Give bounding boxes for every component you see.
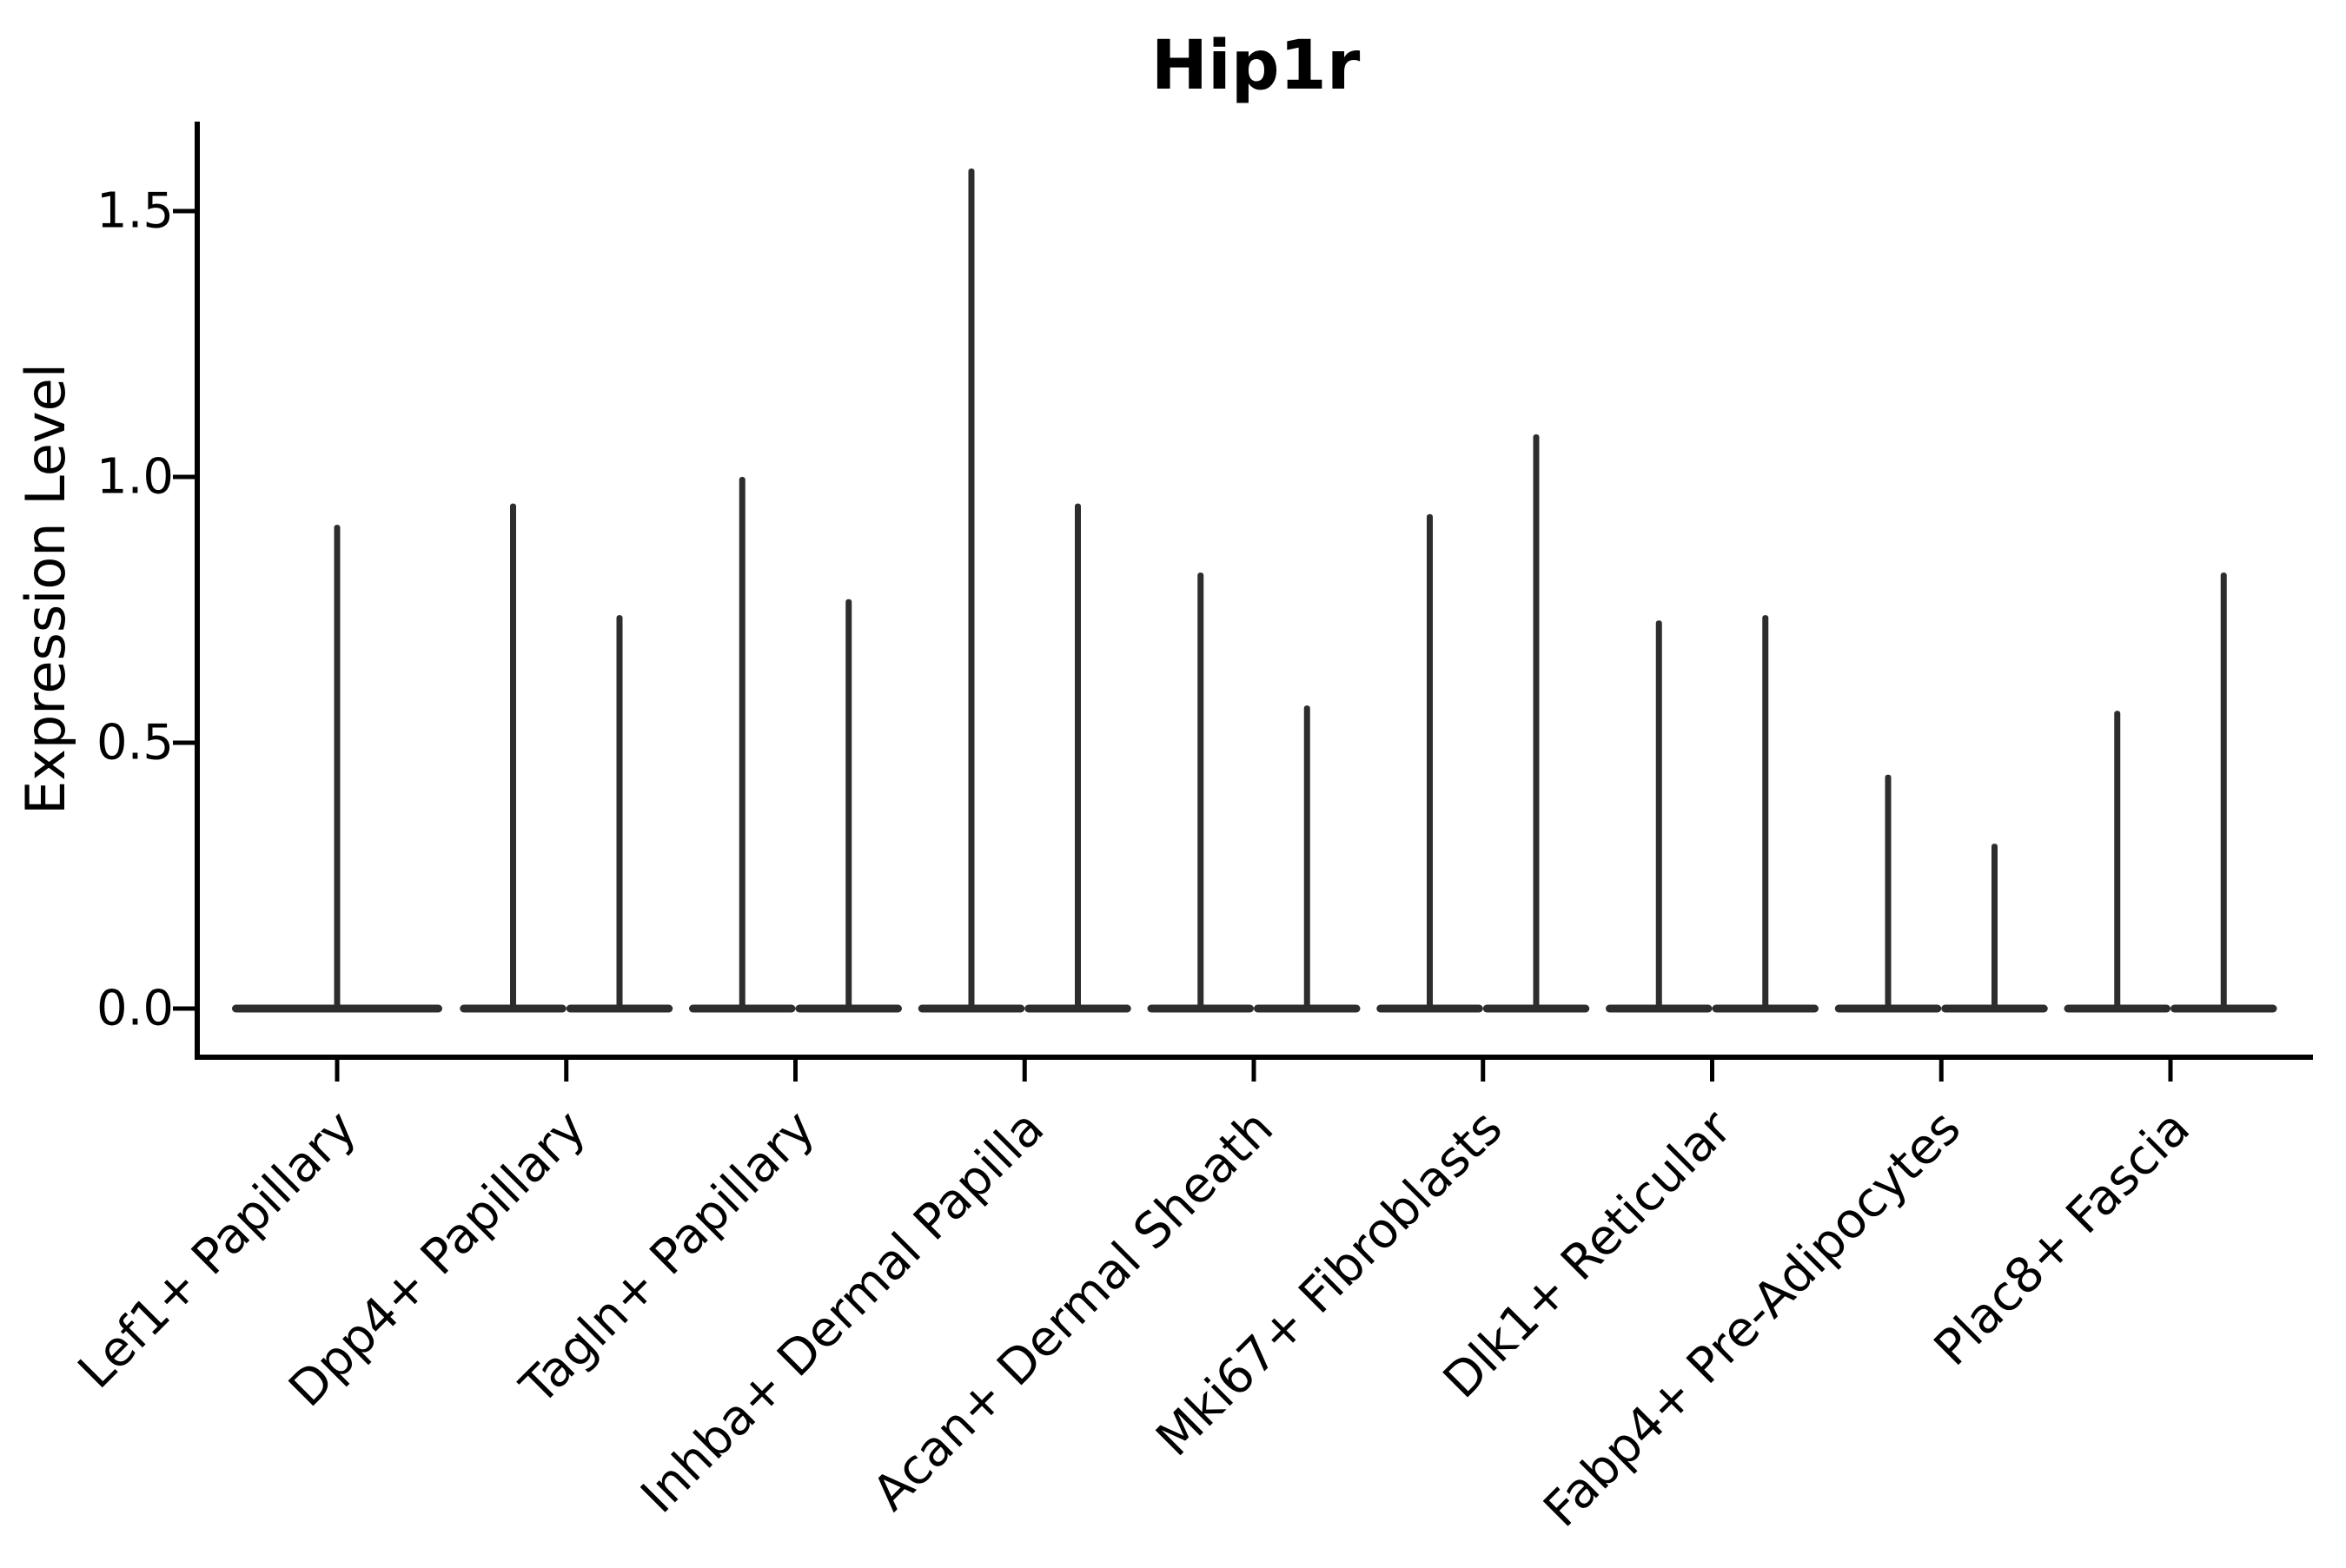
violin-spike [616, 615, 623, 1013]
violins-group [232, 169, 2277, 1013]
violin-spike [1427, 513, 1433, 1013]
chart-title: Hip1r [1151, 27, 1361, 105]
violin-spike [1991, 844, 1998, 1013]
y-tick-label: 0.0 [96, 981, 174, 1037]
x-tick-label: Fabp4+ Pre-Adipocytes [1534, 1100, 1972, 1538]
violin-spike [739, 477, 746, 1013]
y-axis-label: Expression Level [14, 363, 77, 815]
violin-spike [1075, 503, 1081, 1013]
y-tick-labels-group: 0.0 0.5 1.0 1.5 [96, 183, 197, 1037]
violin-spike [1885, 774, 1892, 1013]
y-tick-label: 0.5 [96, 715, 174, 771]
y-tick-label: 1.0 [96, 449, 174, 506]
violin-spike [968, 169, 975, 1013]
violin-spike [334, 525, 341, 1013]
violin-spike [1303, 705, 1310, 1013]
x-tick-label: Inhba+ Dermal Papilla [631, 1100, 1056, 1525]
violin-spike [510, 503, 516, 1013]
violin-spike [1533, 434, 1540, 1013]
x-tick-label: Acan+ Dermal Sheath [862, 1100, 1284, 1522]
y-tick-label: 1.5 [96, 183, 174, 240]
violin-spike [1655, 620, 1662, 1013]
violin-spike [1762, 615, 1769, 1013]
violin-spike [2220, 572, 2227, 1013]
violin-spike [845, 599, 852, 1013]
violin-spike [2114, 711, 2121, 1013]
violin-spike [1197, 572, 1204, 1013]
